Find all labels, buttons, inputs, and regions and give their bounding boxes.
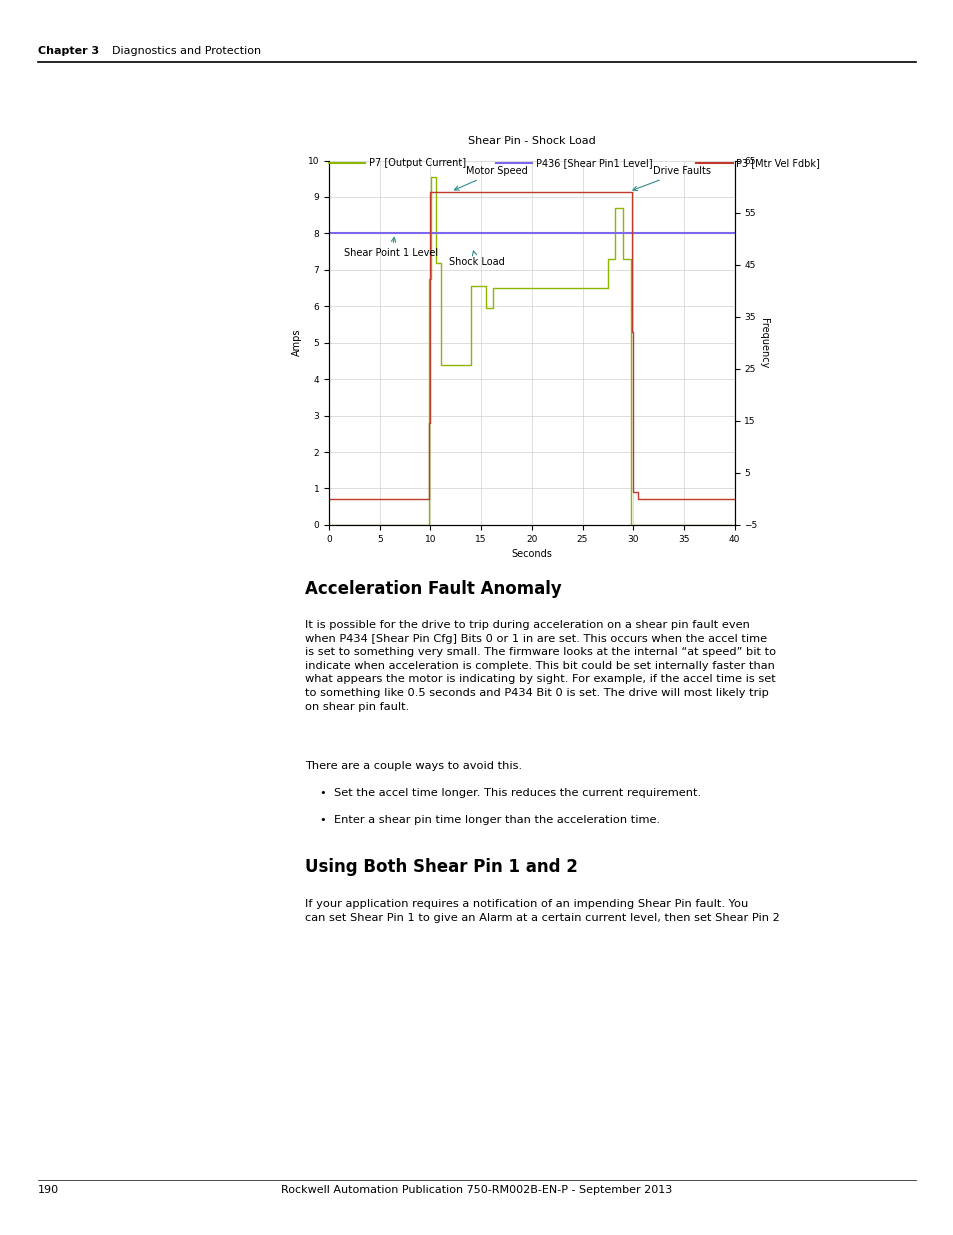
Text: Rockwell Automation Publication 750-RM002B-EN-P - September 2013: Rockwell Automation Publication 750-RM00… xyxy=(281,1186,672,1195)
Text: Chapter 3: Chapter 3 xyxy=(38,46,99,56)
Text: P3 [Mtr Vel Fdbk]: P3 [Mtr Vel Fdbk] xyxy=(736,158,820,168)
Y-axis label: Amps: Amps xyxy=(292,329,302,357)
Y-axis label: Frequency: Frequency xyxy=(758,317,768,368)
Text: If your application requires a notification of an impending Shear Pin fault. You: If your application requires a notificat… xyxy=(305,899,780,923)
Text: Motor Speed: Motor Speed xyxy=(454,167,527,190)
Text: Shear Point 1 Level: Shear Point 1 Level xyxy=(344,237,438,258)
Text: It is possible for the drive to trip during acceleration on a shear pin fault ev: It is possible for the drive to trip dur… xyxy=(305,620,776,711)
X-axis label: Seconds: Seconds xyxy=(511,550,552,559)
Text: Using Both Shear Pin 1 and 2: Using Both Shear Pin 1 and 2 xyxy=(305,858,578,877)
Text: Diagnostics and Protection: Diagnostics and Protection xyxy=(98,46,261,56)
Text: P7 [Output Current]: P7 [Output Current] xyxy=(369,158,466,168)
Text: Shock Load: Shock Load xyxy=(448,251,504,268)
Text: Acceleration Fault Anomaly: Acceleration Fault Anomaly xyxy=(305,580,561,599)
Text: •  Enter a shear pin time longer than the acceleration time.: • Enter a shear pin time longer than the… xyxy=(319,815,659,825)
Text: P436 [Shear Pin1 Level]: P436 [Shear Pin1 Level] xyxy=(536,158,652,168)
Text: There are a couple ways to avoid this.: There are a couple ways to avoid this. xyxy=(305,761,522,771)
Text: Shear Pin - Shock Load: Shear Pin - Shock Load xyxy=(468,136,596,146)
Text: Drive Faults: Drive Faults xyxy=(632,167,711,190)
Text: •  Set the accel time longer. This reduces the current requirement.: • Set the accel time longer. This reduce… xyxy=(319,788,700,798)
Text: 190: 190 xyxy=(38,1186,59,1195)
